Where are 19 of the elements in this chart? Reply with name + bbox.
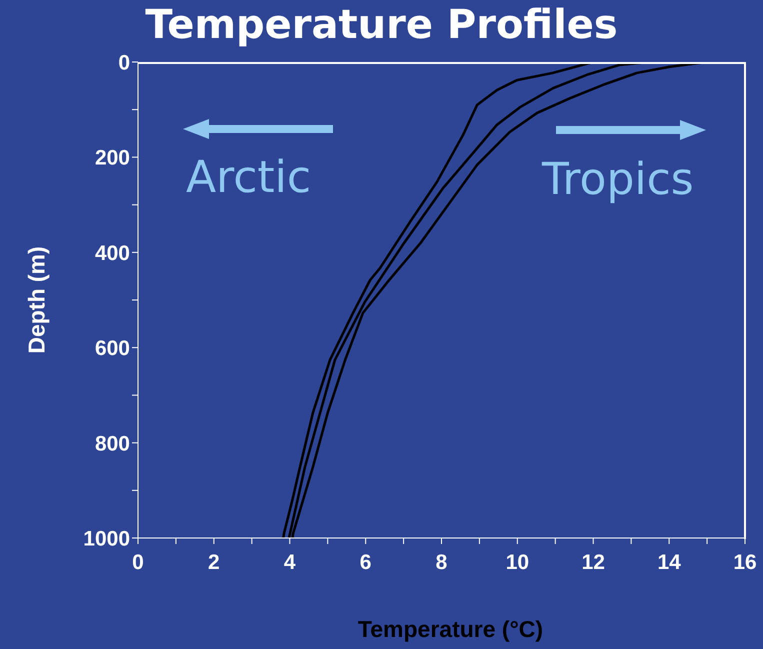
annotation: Arctic [186,152,312,203]
x-tick-label: 10 [506,550,530,574]
x-tick-label: 8 [436,550,448,574]
y-tick-label: 200 [94,146,130,170]
y-axis-title: Depth (m) [24,246,50,354]
x-tick-label: 6 [360,550,372,574]
y-tick-label: 1000 [83,527,130,550]
x-axis-title: Temperature (°C) [356,616,544,643]
annotation: Tropics [542,154,694,205]
y-tick-label: 600 [94,337,130,360]
x-tick-label: 14 [657,550,682,574]
x-tick-label: 16 [733,550,757,574]
chart-title: Temperature Profiles [144,2,619,48]
y-tick-label: 400 [94,242,130,265]
x-tick-label: 4 [284,550,296,574]
y-tick-label: 0 [118,51,130,74]
x-tick-label: 12 [582,550,605,574]
y-tick-label: 800 [94,432,130,456]
x-tick-label: 2 [208,550,220,574]
